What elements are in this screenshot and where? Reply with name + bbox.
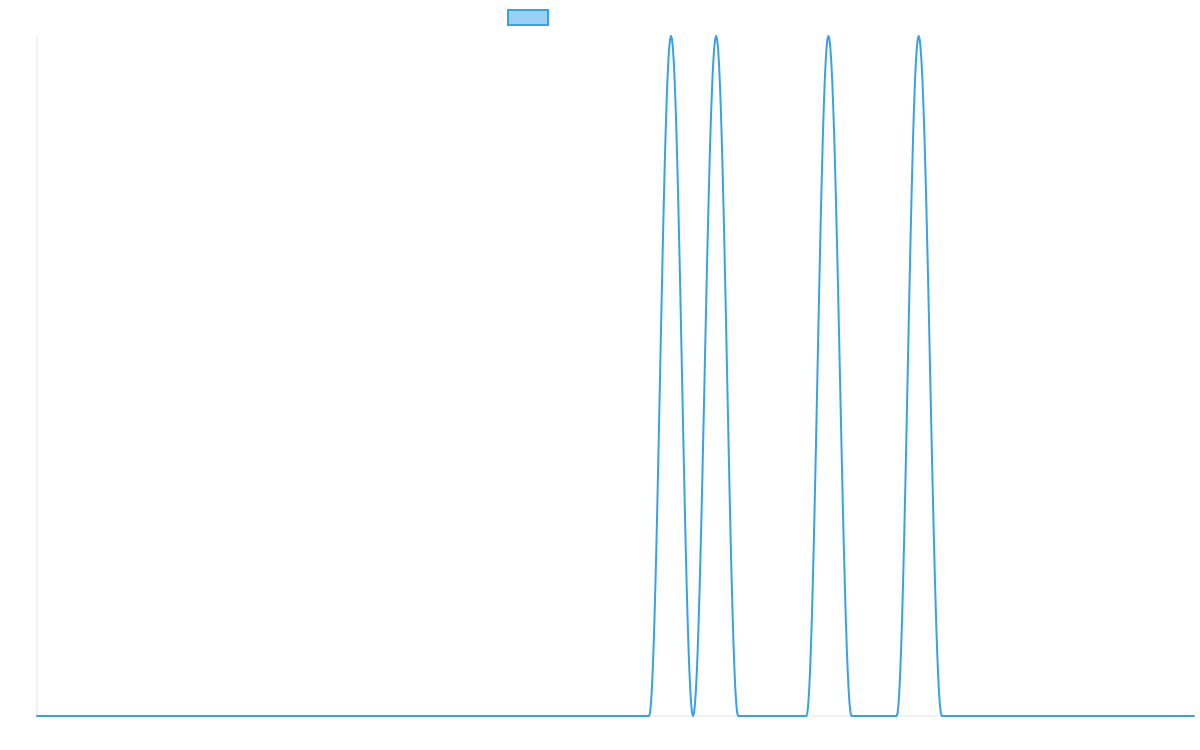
- series-line-0: [36, 35, 1195, 717]
- legend-swatch[interactable]: [507, 9, 549, 26]
- axes: [36, 36, 1194, 717]
- series-layer: [36, 35, 1195, 717]
- legend[interactable]: [507, 9, 549, 26]
